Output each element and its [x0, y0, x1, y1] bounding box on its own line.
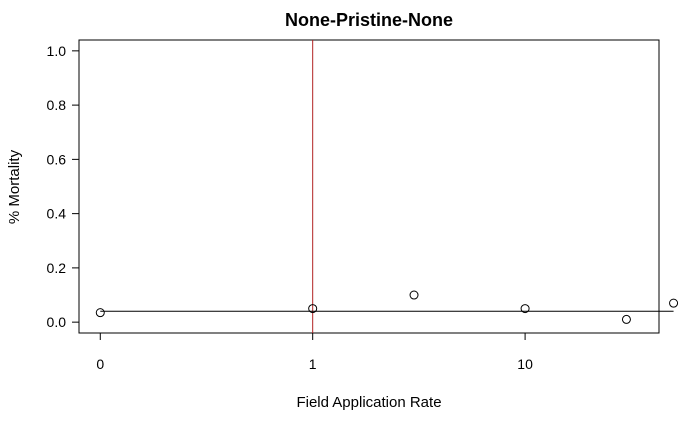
y-tick-label: 1.0	[47, 43, 67, 59]
x-axis: 0 1 10	[96, 332, 533, 372]
y-axis-title: % Mortality	[6, 149, 23, 224]
y-tick-label: 0.6	[47, 151, 67, 167]
x-tick-label: 1	[309, 356, 317, 372]
y-tick-label: 0.0	[47, 314, 67, 330]
x-tick-label: 10	[517, 356, 533, 372]
chart-title: None-Pristine-None	[285, 10, 453, 30]
data-point	[95, 308, 105, 318]
y-axis: 0.0 0.2 0.4 0.6 0.8 1.0	[47, 43, 80, 330]
data-point	[520, 304, 530, 314]
plot-frame	[78, 39, 660, 334]
data-point	[621, 314, 631, 324]
data-point	[409, 290, 419, 300]
x-axis-title: Field Application Rate	[296, 394, 441, 411]
data-point	[669, 298, 679, 308]
y-tick-label: 0.2	[47, 260, 67, 276]
y-tick-label: 0.4	[47, 206, 67, 222]
data-point	[308, 304, 318, 314]
x-tick-label: 0	[96, 356, 104, 372]
y-tick-label: 0.8	[47, 97, 67, 113]
plot-content	[95, 40, 679, 333]
